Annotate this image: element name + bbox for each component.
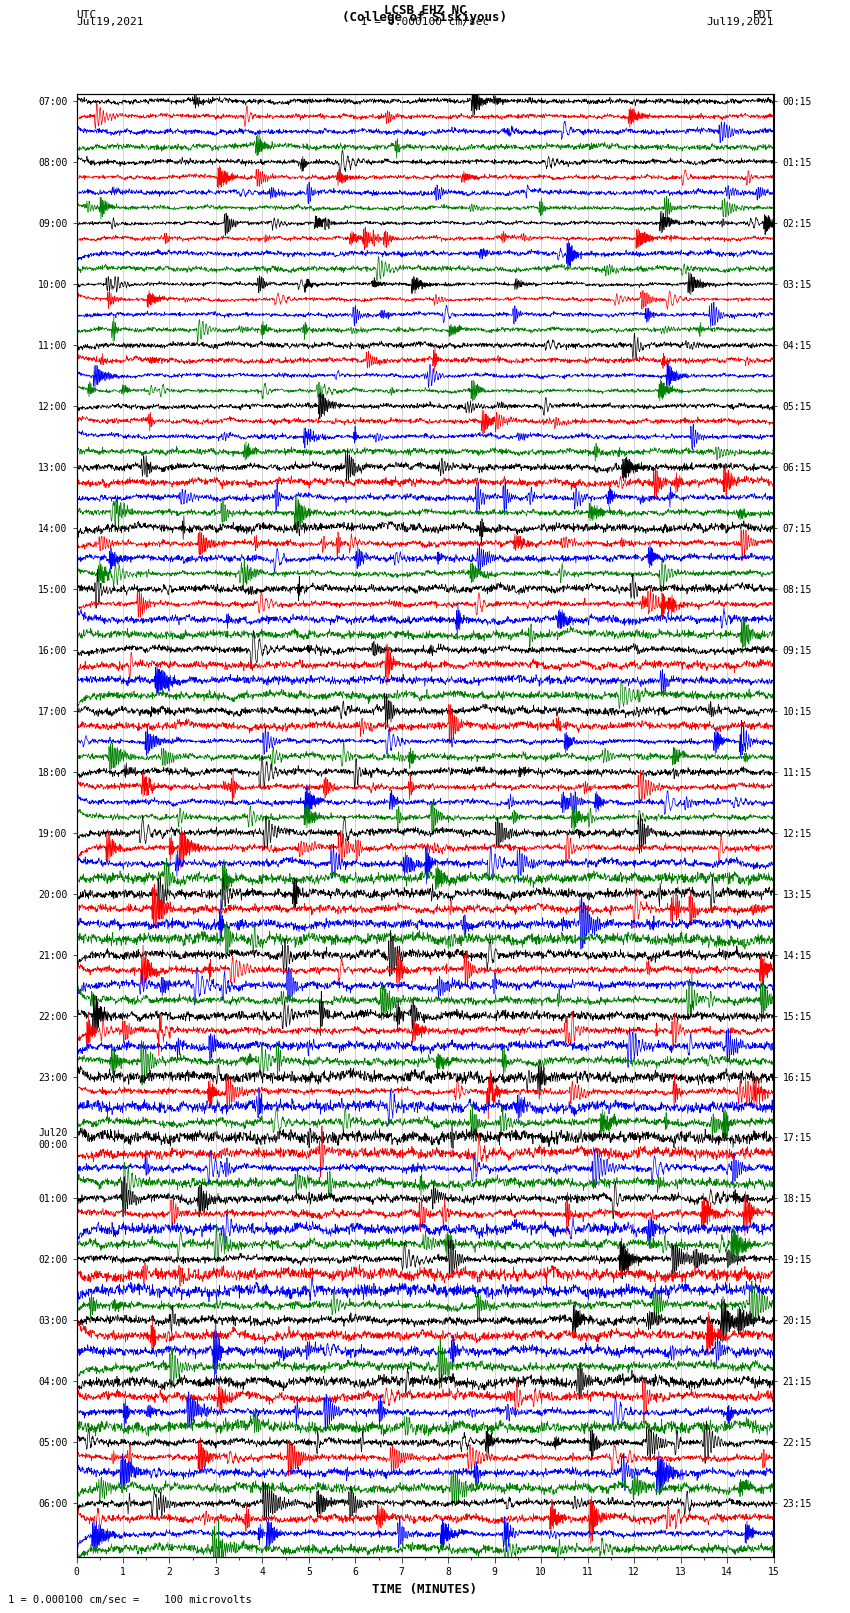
Text: UTC: UTC (76, 11, 97, 21)
Text: PDT: PDT (753, 11, 774, 21)
Text: Jul19,2021: Jul19,2021 (706, 18, 774, 27)
X-axis label: TIME (MINUTES): TIME (MINUTES) (372, 1582, 478, 1595)
Text: I = 0.000100 cm/sec: I = 0.000100 cm/sec (361, 18, 489, 27)
Text: 1 = 0.000100 cm/sec =    100 microvolts: 1 = 0.000100 cm/sec = 100 microvolts (8, 1595, 252, 1605)
Text: Jul19,2021: Jul19,2021 (76, 18, 144, 27)
Text: (College of Siskiyous): (College of Siskiyous) (343, 11, 507, 24)
Text: LCSB EHZ NC: LCSB EHZ NC (383, 5, 467, 18)
